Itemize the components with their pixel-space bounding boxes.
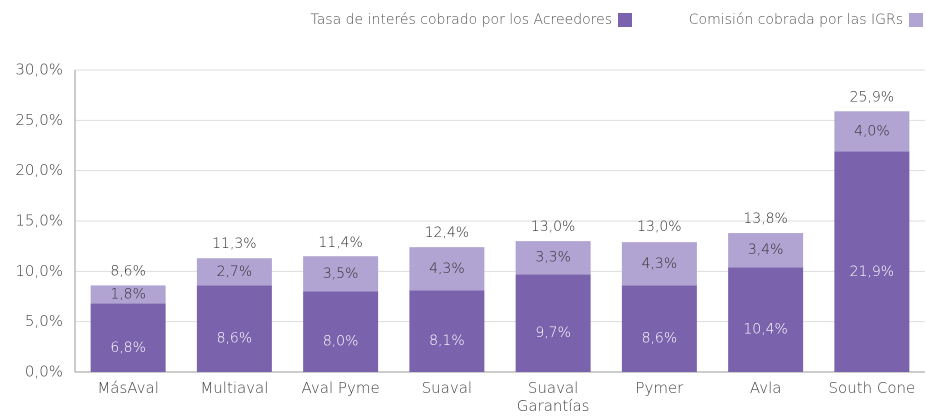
bar-segment xyxy=(834,151,910,372)
x-tick-label: South Cone xyxy=(829,379,916,397)
bar-segment xyxy=(834,111,910,152)
value-label: 21,9% xyxy=(850,264,894,280)
total-label: 11,3% xyxy=(212,236,256,252)
value-label: 3,4% xyxy=(748,242,784,258)
x-tick-label: Avla xyxy=(750,379,782,397)
bar-segment xyxy=(621,285,697,372)
y-tick-label: 10,0% xyxy=(15,262,63,280)
total-label: 8,6% xyxy=(110,263,146,279)
bar-segment xyxy=(196,258,272,286)
x-tick-label: Suaval xyxy=(422,379,472,397)
total-label: 11,4% xyxy=(318,235,362,251)
value-label: 10,4% xyxy=(743,322,787,338)
bar-segment xyxy=(303,256,379,292)
value-label: 3,3% xyxy=(535,250,571,266)
bar-segment xyxy=(196,285,272,372)
legend-swatch xyxy=(909,13,923,27)
y-tick-label: 20,0% xyxy=(15,161,63,179)
value-label: 9,7% xyxy=(535,325,571,341)
x-tick-label: Pymer xyxy=(635,379,684,397)
total-label: 12,4% xyxy=(425,225,469,241)
bar-segment xyxy=(409,247,485,291)
x-tick-label: Suaval Garantías xyxy=(517,379,590,415)
legend-swatch xyxy=(618,13,632,27)
total-label: 13,0% xyxy=(637,219,681,235)
value-label: 2,7% xyxy=(217,264,253,280)
bar-segment xyxy=(728,267,804,372)
total-label: 13,0% xyxy=(531,219,575,235)
value-label: 4,0% xyxy=(854,123,890,139)
bar-segment xyxy=(621,242,697,286)
bar-segment xyxy=(728,233,804,268)
x-tick-label: Multiaval xyxy=(200,379,268,397)
y-tick-label: 25,0% xyxy=(15,111,63,129)
legend-label: Comisión cobrada por las IGRs xyxy=(689,12,903,28)
value-label: 8,1% xyxy=(429,333,465,349)
value-label: 8,6% xyxy=(217,331,253,347)
value-label: 3,5% xyxy=(323,266,359,282)
y-tick-label: 5,0% xyxy=(25,312,63,330)
total-label: 13,8% xyxy=(743,211,787,227)
bar-segment xyxy=(303,291,379,372)
bar-segment xyxy=(90,285,166,304)
total-label: 25,9% xyxy=(850,89,894,105)
bar-segment xyxy=(90,303,166,372)
value-label: 8,6% xyxy=(642,331,678,347)
value-label: 4,3% xyxy=(429,261,465,277)
value-label: 4,3% xyxy=(642,256,678,272)
value-label: 8,0% xyxy=(323,334,359,350)
bar-segment xyxy=(515,241,591,275)
y-tick-label: 15,0% xyxy=(15,212,63,230)
x-tick-label: Aval Pyme xyxy=(302,379,380,397)
y-tick-label: 0,0% xyxy=(25,363,63,381)
x-tick-label: MásAval xyxy=(97,379,159,397)
value-label: 1,8% xyxy=(110,286,146,302)
y-tick-label: 30,0% xyxy=(15,61,63,79)
legend-label: Tasa de interés cobrado por los Acreedor… xyxy=(310,12,612,28)
value-label: 6,8% xyxy=(110,340,146,356)
bar-segment xyxy=(515,274,591,372)
bar-segment xyxy=(409,290,485,372)
